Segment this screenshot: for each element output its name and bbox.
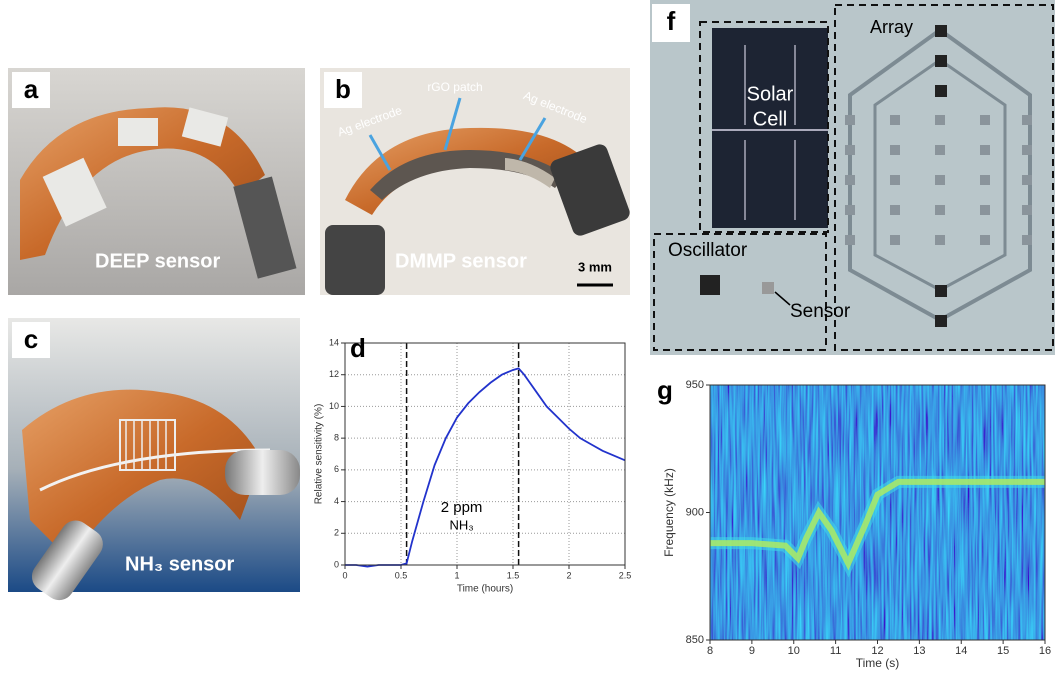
x-tick-label: 0: [342, 570, 347, 580]
y-tick-label: 6: [334, 464, 339, 474]
spectrogram-noise: [710, 385, 1045, 640]
x-axis-label: Time (s): [856, 656, 900, 670]
photo-a: a DEEP sensor: [8, 68, 305, 295]
x-tick-label: 12: [871, 645, 883, 657]
region-label: Oscillator: [668, 240, 748, 261]
photo-caption: DMMP sensor: [395, 250, 527, 272]
region-label: Sensor: [790, 301, 851, 322]
y-tick-label: 4: [334, 496, 339, 506]
y-tick-label: 8: [334, 433, 339, 443]
x-tick-label: 14: [955, 645, 967, 657]
annotation: NH₃: [450, 517, 474, 532]
x-tick-label: 15: [997, 645, 1009, 657]
x-tick-label: 13: [913, 645, 925, 657]
plot-area: [710, 385, 1045, 640]
y-tick-label: 0: [334, 559, 339, 569]
panel-label: d: [350, 333, 366, 363]
x-tick-label: 1: [454, 570, 459, 580]
figure: a DEEP sensor b rGO patch Ag electrode A…: [0, 0, 1055, 687]
y-tick-label: 950: [686, 379, 704, 391]
x-tick-label: 2.5: [619, 570, 632, 580]
panel-label: b: [335, 74, 351, 104]
panel-label: c: [24, 324, 38, 354]
data-line: [345, 368, 625, 566]
x-tick-label: 1.5: [507, 570, 520, 580]
chart-g: 8 9 10 11 12 13 14 15 16 850 900 950 Time (s) Frequen…: [657, 375, 1051, 670]
x-tick-label: 0.5: [395, 570, 408, 580]
photo-caption: NH₃ sensor: [125, 553, 234, 575]
annotation: rGO patch: [427, 80, 482, 94]
panel-label: a: [24, 74, 39, 104]
y-axis-label: Frequency (kHz): [662, 468, 676, 557]
y-tick-label: 2: [334, 528, 339, 538]
region-label: Cell: [753, 108, 787, 130]
x-tick-label: 11: [830, 645, 841, 657]
photo-b: b rGO patch Ag electrode Ag electrode DM…: [320, 68, 632, 295]
panel-label: f: [667, 6, 676, 36]
y-axis-label: Relative sensitivity (%): [314, 404, 325, 505]
x-tick-label: 2: [566, 570, 571, 580]
annotation: 2 ppm: [441, 499, 483, 516]
photo-c: c NH₃ sensor: [8, 318, 300, 606]
y-tick-label: 900: [686, 506, 704, 518]
plot-frame: [345, 343, 625, 565]
photo-f: f Array Solar Cell Oscillator Sensor: [650, 0, 1055, 355]
region-label: Solar: [747, 83, 794, 105]
x-tick-label: 16: [1039, 645, 1051, 657]
panel-label: g: [657, 375, 673, 405]
photo-caption: DEEP sensor: [95, 250, 220, 272]
y-tick-label: 14: [329, 337, 339, 347]
x-tick-label: 8: [707, 645, 713, 657]
region-label: Array: [870, 17, 913, 37]
scale-label: 3 mm: [578, 259, 612, 274]
y-tick-label: 850: [686, 634, 704, 646]
x-tick-label: 10: [788, 645, 800, 657]
x-tick-label: 9: [749, 645, 755, 657]
x-axis-label: Time (hours): [457, 584, 513, 595]
page: a DEEP sensor b rGO patch Ag electrode A…: [0, 0, 1055, 692]
y-tick-label: 12: [329, 369, 339, 379]
y-tick-label: 10: [329, 401, 339, 411]
